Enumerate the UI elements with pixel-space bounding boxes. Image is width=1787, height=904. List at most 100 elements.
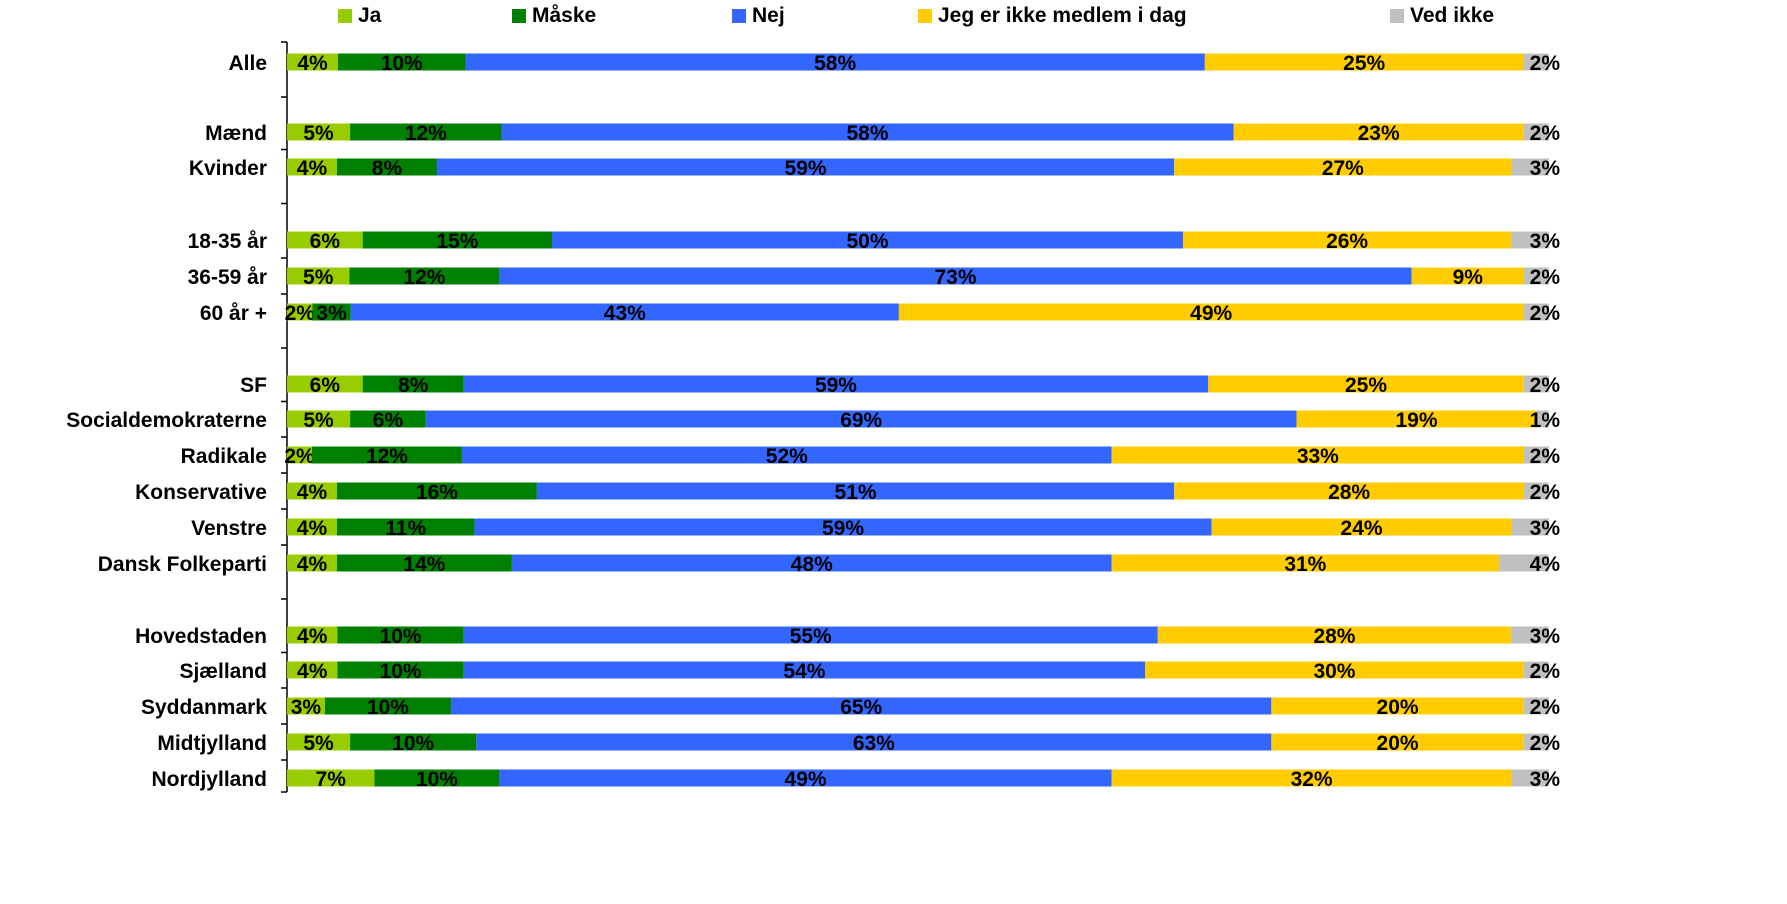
bar-segment <box>1271 733 1524 751</box>
category-label: Dansk Folkeparti <box>98 553 267 576</box>
data-label: 58% <box>814 52 856 75</box>
data-label: 63% <box>853 732 895 755</box>
data-label: 3% <box>316 302 347 325</box>
bar-segment <box>1157 626 1512 644</box>
bar-segment <box>287 554 337 572</box>
bar-segment <box>1145 661 1524 679</box>
bar-segment <box>349 267 500 285</box>
bar-segment <box>1523 53 1549 71</box>
data-label: 3% <box>1530 517 1561 540</box>
bar-segment <box>425 410 1297 428</box>
bar-segment <box>362 231 553 249</box>
data-label: 30% <box>1313 660 1355 683</box>
bar-row: 60 år +2% 3% 43% 49% 2% <box>200 302 1560 325</box>
bar-row: Kvinder 4% 8% 59% 27% 3% <box>189 157 1561 180</box>
bar-segment <box>287 518 337 536</box>
bar-segment <box>287 123 351 141</box>
data-label: 49% <box>1190 302 1232 325</box>
bar-segment <box>336 554 512 572</box>
data-label: 5% <box>303 409 334 432</box>
bar-row: Midtjylland 5% 10% 63% 20% 2% <box>157 732 1560 755</box>
bar-segment <box>1523 733 1549 751</box>
bar-segment <box>1174 482 1525 500</box>
category-label: Syddanmark <box>141 696 267 719</box>
data-label: 10% <box>380 625 422 648</box>
bar-segment <box>1211 518 1512 536</box>
data-label: 33% <box>1297 445 1339 468</box>
data-label: 3% <box>1530 768 1561 791</box>
legend-swatch-maaske <box>512 9 526 23</box>
data-label: 10% <box>367 696 409 719</box>
legend-swatch-ja <box>338 9 352 23</box>
category-label: Venstre <box>191 517 267 540</box>
data-label: 12% <box>405 122 447 145</box>
bar-segment <box>1204 53 1524 71</box>
bar-row: Venstre 4% 11% 59% 24% 3% <box>191 517 1560 540</box>
data-label: 10% <box>416 768 458 791</box>
data-label: 20% <box>1377 732 1419 755</box>
data-label: 6% <box>310 230 341 253</box>
bar-segment <box>287 697 325 715</box>
bar-segment <box>476 733 1272 751</box>
category-label: 36-59 år <box>188 266 267 289</box>
data-label: 25% <box>1345 374 1387 397</box>
bar-segment <box>374 769 500 787</box>
bar-segment <box>898 303 1524 321</box>
legend-item-maaske: Måske <box>512 4 596 28</box>
data-label: 49% <box>785 768 827 791</box>
data-label: 59% <box>815 374 857 397</box>
data-label: 10% <box>381 52 423 75</box>
data-label: 73% <box>934 266 976 289</box>
category-label: Socialdemokraterne <box>66 409 267 432</box>
data-label: 4% <box>297 625 328 648</box>
legend-swatch-ikke-medlem <box>918 9 932 23</box>
bar-segment <box>287 482 337 500</box>
bar-segment <box>1296 410 1537 428</box>
data-label: 16% <box>416 481 458 504</box>
data-label: 52% <box>766 445 808 468</box>
bar-row: Syddanmark 3% 10% 65% 20% 2% <box>141 696 1560 719</box>
bar-segment <box>287 231 363 249</box>
bar-segment <box>362 375 464 393</box>
data-label: 12% <box>366 445 408 468</box>
data-label: 6% <box>373 409 404 432</box>
data-label: 65% <box>840 696 882 719</box>
category-label: Kvinder <box>189 157 267 180</box>
data-label: 3% <box>1530 625 1561 648</box>
data-label: 2% <box>1530 122 1561 145</box>
category-label: Radikale <box>181 445 267 468</box>
bar-segment <box>474 518 1212 536</box>
data-label: 51% <box>835 481 877 504</box>
data-label: 20% <box>1377 696 1419 719</box>
category-label: SF <box>240 374 267 397</box>
category-label: 18-35 år <box>188 230 267 253</box>
data-label: 50% <box>847 230 889 253</box>
data-label: 11% <box>385 517 426 540</box>
bar-segment <box>1524 267 1549 285</box>
data-label: 2% <box>285 302 316 325</box>
data-label: 2% <box>1530 732 1561 755</box>
data-label: 8% <box>372 157 403 180</box>
legend-label-ved-ikke: Ved ikke <box>1410 4 1495 27</box>
bar-segment <box>536 482 1175 500</box>
bar-segment <box>336 158 437 176</box>
bar-segment <box>287 53 338 71</box>
data-label: 69% <box>840 409 882 432</box>
data-label: 2% <box>1530 52 1561 75</box>
data-label: 4% <box>297 660 328 683</box>
bar-segment <box>1233 123 1524 141</box>
legend-item-nej: Nej <box>732 4 785 28</box>
bar-row: Alle 4% 10% 58% 25% 2% <box>228 52 1560 75</box>
bar-segment <box>1523 661 1549 679</box>
data-label: 55% <box>790 625 832 648</box>
bar-segment <box>324 697 452 715</box>
data-label: 12% <box>403 266 445 289</box>
category-label: 60 år + <box>200 302 267 325</box>
bar-segment <box>436 158 1175 176</box>
bar-segment <box>287 733 351 751</box>
bar-segment <box>1536 410 1549 428</box>
data-label: 2% <box>1530 302 1561 325</box>
data-label: 3% <box>291 696 322 719</box>
legend-item-ved-ikke: Ved ikke <box>1390 4 1494 28</box>
category-label: Konservative <box>135 481 267 504</box>
